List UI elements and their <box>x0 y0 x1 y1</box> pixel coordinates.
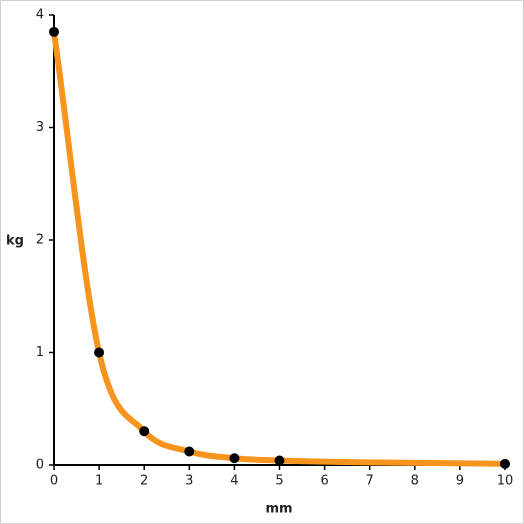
x-tick-label: 0 <box>50 474 58 489</box>
y-tick-label: 0 <box>36 458 44 473</box>
x-tick-label: 5 <box>275 474 283 489</box>
x-tick-label: 10 <box>497 474 514 489</box>
x-axis-title: mm <box>265 502 292 517</box>
y-tick-label: 3 <box>36 120 44 135</box>
x-tick-label: 9 <box>456 474 464 489</box>
point <box>139 426 150 437</box>
x-tick-label: 6 <box>320 474 328 489</box>
y-tick-label: 4 <box>36 8 44 23</box>
point <box>49 26 59 37</box>
point <box>229 453 240 464</box>
y-axis-title: kg <box>6 234 24 249</box>
x-tick-label: 3 <box>185 474 193 489</box>
x-tick-label: 7 <box>366 474 374 489</box>
point <box>500 458 510 469</box>
point <box>94 347 105 358</box>
x-tick-label: 1 <box>95 474 103 489</box>
x-tick-label: 4 <box>230 474 238 489</box>
point <box>184 446 195 457</box>
y-tick-label: 1 <box>36 345 44 360</box>
line <box>51 28 508 467</box>
point <box>274 455 285 466</box>
x-tick-label: 2 <box>140 474 148 489</box>
x-tick-label: 8 <box>411 474 419 489</box>
y-tick-label: 2 <box>36 233 44 248</box>
